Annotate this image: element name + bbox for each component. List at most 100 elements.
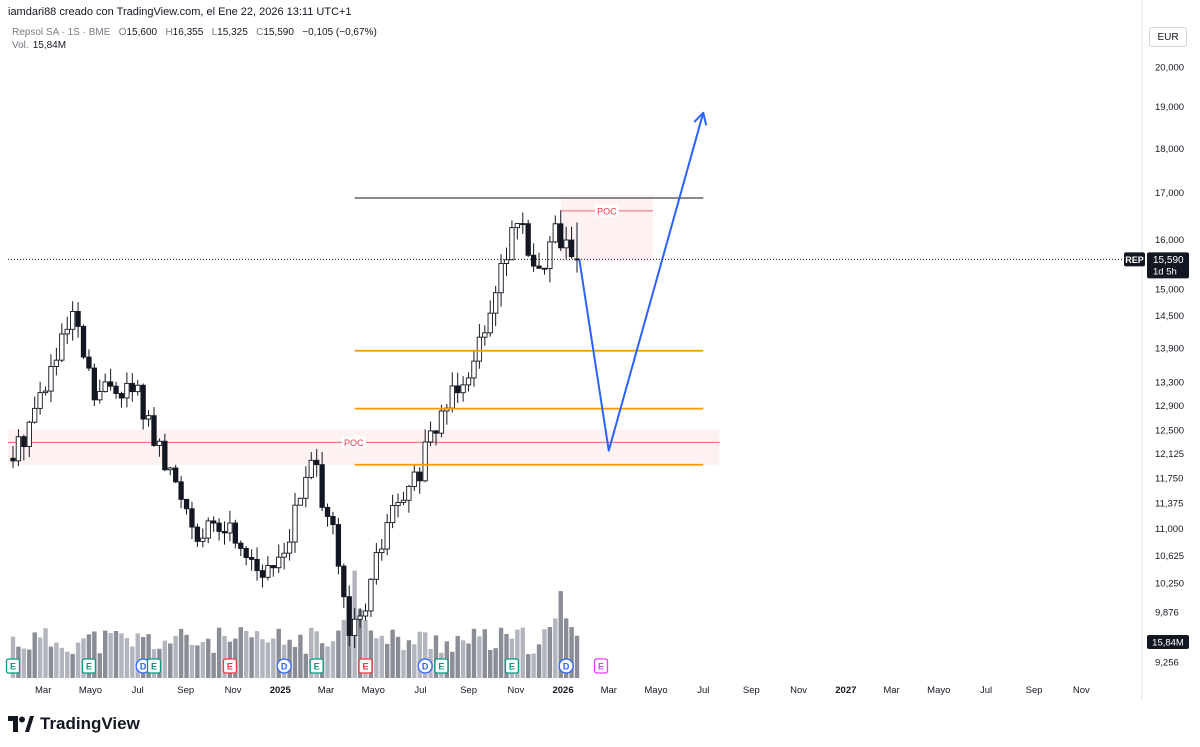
event-marker: E: [504, 658, 520, 674]
poc-label: POC: [597, 206, 617, 216]
candle: [243, 546, 249, 566]
earnings-marker-box: [309, 658, 324, 674]
candle-body: [118, 393, 125, 399]
candle-body: [520, 223, 526, 226]
last-price-symbol-tag: [1124, 252, 1145, 267]
volume-bar: [563, 618, 569, 678]
time-axis-tick: Nov: [790, 685, 807, 696]
candle-body: [411, 471, 417, 487]
candle-body: [97, 391, 103, 401]
candle-body: [379, 548, 385, 554]
candle-body: [162, 440, 168, 471]
candle: [438, 404, 445, 438]
time-axis-tick: Sep: [1026, 685, 1043, 696]
event-marker-label: E: [314, 662, 320, 672]
candle-body: [297, 497, 304, 506]
volume-bar: [200, 642, 206, 678]
candle: [232, 519, 238, 549]
candle-body: [270, 565, 276, 569]
candle: [10, 446, 16, 469]
candle: [379, 539, 385, 561]
candle: [15, 429, 22, 467]
event-marker-label: E: [509, 662, 515, 672]
candle: [21, 434, 27, 461]
candle: [563, 226, 569, 259]
time-axis-tick: Mayo: [927, 685, 950, 696]
volume-bar: [265, 642, 271, 678]
currency-selector[interactable]: EUR: [1149, 27, 1187, 47]
volume-bar: [460, 640, 466, 678]
candle: [265, 556, 271, 581]
candle-body: [254, 558, 260, 572]
volume-bar: [178, 628, 184, 678]
price-axis-tick: 14,500: [1155, 311, 1184, 322]
volume-bar: [509, 638, 515, 678]
symbol-legend: Repsol SA · 1S · BME O15,600 H16,355 L15…: [12, 27, 377, 38]
candle: [281, 542, 287, 570]
candle-body: [10, 457, 16, 462]
candle: [200, 528, 206, 548]
candle-body: [308, 459, 314, 478]
candle: [145, 410, 152, 427]
price-axis-tick: 20,000: [1155, 63, 1184, 74]
candle: [455, 372, 461, 403]
candle-body: [384, 522, 390, 550]
candle: [308, 452, 314, 480]
candle: [346, 585, 352, 647]
time-axis-tick: Mar: [35, 685, 51, 696]
volume-bar: [542, 629, 547, 678]
candle-body: [173, 467, 179, 483]
last-price-symbol: REP: [1125, 255, 1144, 265]
candle: [541, 267, 548, 275]
candle-body: [265, 565, 271, 578]
price-axis-tick: 12,125: [1155, 449, 1184, 460]
candle-body: [281, 552, 287, 558]
volume-bar: [406, 640, 412, 678]
candle: [270, 564, 276, 577]
candle-body: [42, 390, 49, 394]
candle-body: [352, 618, 358, 637]
candle: [530, 243, 537, 272]
candle: [368, 577, 374, 618]
symbol-name[interactable]: Repsol SA · 1S · BME: [12, 27, 111, 38]
candle: [568, 226, 575, 259]
time-axis-tick: Mayo: [362, 685, 385, 696]
candle: [211, 516, 217, 532]
candle-body: [167, 467, 173, 471]
event-marker-label: D: [563, 662, 570, 672]
candle-body: [129, 382, 135, 393]
candle-body: [80, 325, 87, 358]
price-axis-tick: 16,000: [1155, 235, 1184, 246]
footer-branding: TradingView: [8, 714, 140, 734]
volume-bar: [92, 631, 97, 678]
time-axis-tick: 2027: [835, 685, 856, 696]
volume-label: Vol.: [12, 40, 29, 51]
candle: [362, 603, 369, 621]
candle-body: [221, 531, 228, 534]
volume-bar: [303, 653, 309, 678]
candle-body: [107, 381, 114, 387]
candle-body: [232, 522, 238, 544]
earnings-marker-box: [358, 658, 373, 674]
candle: [205, 517, 211, 544]
candle: [91, 363, 97, 407]
volume-bar: [357, 609, 363, 678]
candle-body: [276, 556, 282, 569]
event-marker: E: [5, 658, 21, 674]
candle-body: [406, 485, 412, 501]
event-marker: D: [558, 658, 574, 674]
candle-body: [498, 263, 504, 294]
candle-body: [211, 520, 217, 524]
candle: [444, 403, 450, 425]
volume-bar: [330, 641, 336, 678]
candle-body: [460, 384, 466, 394]
candle-body: [135, 384, 141, 393]
volume-bar: [525, 654, 531, 678]
candle-body: [568, 239, 575, 258]
candle-body: [292, 504, 298, 543]
candle-body: [200, 537, 206, 542]
candle-body: [37, 392, 43, 409]
candle-body: [314, 459, 320, 466]
volume-bar: [211, 652, 216, 678]
